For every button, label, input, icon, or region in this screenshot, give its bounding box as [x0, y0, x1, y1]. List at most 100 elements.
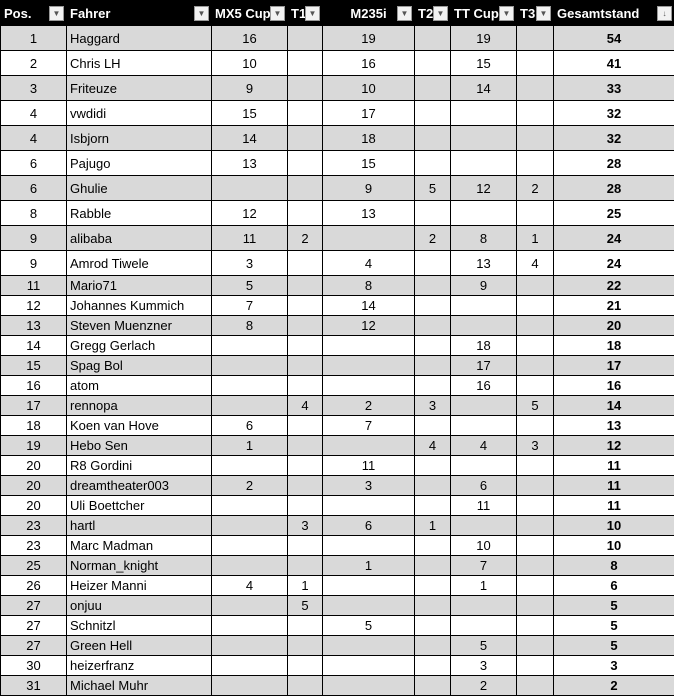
cell-m235i[interactable]: [322, 225, 415, 251]
cell-pos[interactable]: 18: [0, 415, 67, 436]
cell-pos[interactable]: 20: [0, 495, 67, 516]
cell-tt-cup[interactable]: 7: [450, 555, 517, 576]
cell-mx5-cup[interactable]: 4: [211, 575, 288, 596]
cell-t2[interactable]: [414, 315, 451, 336]
cell-t3[interactable]: [516, 655, 554, 676]
cell-m235i[interactable]: [322, 535, 415, 556]
cell-t3[interactable]: [516, 535, 554, 556]
cell-total[interactable]: 54: [553, 25, 674, 51]
cell-driver[interactable]: Heizer Manni: [66, 575, 212, 596]
filter-dropdown-icon[interactable]: ▼: [305, 6, 320, 21]
cell-tt-cup[interactable]: 2: [450, 675, 517, 696]
cell-t3[interactable]: [516, 555, 554, 576]
cell-tt-cup[interactable]: 3: [450, 655, 517, 676]
cell-m235i[interactable]: 9: [322, 175, 415, 201]
cell-tt-cup[interactable]: 16: [450, 375, 517, 396]
cell-t2[interactable]: [414, 495, 451, 516]
cell-mx5-cup[interactable]: 15: [211, 100, 288, 126]
cell-t2[interactable]: [414, 355, 451, 376]
cell-total[interactable]: 6: [553, 575, 674, 596]
cell-total[interactable]: 32: [553, 100, 674, 126]
cell-tt-cup[interactable]: [450, 515, 517, 536]
cell-t2[interactable]: [414, 675, 451, 696]
cell-t1[interactable]: [287, 295, 323, 316]
cell-driver[interactable]: Pajugo: [66, 150, 212, 176]
cell-total[interactable]: 28: [553, 175, 674, 201]
cell-t2[interactable]: [414, 655, 451, 676]
cell-total[interactable]: 10: [553, 515, 674, 536]
cell-t1[interactable]: 3: [287, 515, 323, 536]
cell-total[interactable]: 14: [553, 395, 674, 416]
cell-mx5-cup[interactable]: [211, 595, 288, 616]
cell-pos[interactable]: 15: [0, 355, 67, 376]
cell-mx5-cup[interactable]: 11: [211, 225, 288, 251]
cell-mx5-cup[interactable]: [211, 535, 288, 556]
cell-pos[interactable]: 6: [0, 150, 67, 176]
cell-driver[interactable]: Johannes Kummich: [66, 295, 212, 316]
cell-tt-cup[interactable]: 11: [450, 495, 517, 516]
cell-tt-cup[interactable]: 9: [450, 275, 517, 296]
cell-pos[interactable]: 4: [0, 125, 67, 151]
cell-tt-cup[interactable]: [450, 100, 517, 126]
cell-t1[interactable]: [287, 175, 323, 201]
cell-driver[interactable]: dreamtheater003: [66, 475, 212, 496]
cell-pos[interactable]: 1: [0, 25, 67, 51]
cell-t3[interactable]: [516, 75, 554, 101]
cell-mx5-cup[interactable]: 2: [211, 475, 288, 496]
cell-t1[interactable]: [287, 200, 323, 226]
cell-total[interactable]: 11: [553, 475, 674, 496]
cell-mx5-cup[interactable]: 10: [211, 50, 288, 76]
cell-t1[interactable]: 5: [287, 595, 323, 616]
cell-tt-cup[interactable]: 5: [450, 635, 517, 656]
cell-m235i[interactable]: 10: [322, 75, 415, 101]
cell-mx5-cup[interactable]: [211, 615, 288, 636]
cell-pos[interactable]: 26: [0, 575, 67, 596]
cell-mx5-cup[interactable]: 7: [211, 295, 288, 316]
cell-t3[interactable]: [516, 295, 554, 316]
cell-m235i[interactable]: [322, 635, 415, 656]
cell-driver[interactable]: Steven Muenzner: [66, 315, 212, 336]
cell-total[interactable]: 33: [553, 75, 674, 101]
cell-mx5-cup[interactable]: [211, 175, 288, 201]
cell-m235i[interactable]: 5: [322, 615, 415, 636]
cell-tt-cup[interactable]: 1: [450, 575, 517, 596]
cell-pos[interactable]: 25: [0, 555, 67, 576]
cell-t1[interactable]: [287, 50, 323, 76]
cell-mx5-cup[interactable]: 8: [211, 315, 288, 336]
cell-tt-cup[interactable]: 17: [450, 355, 517, 376]
cell-t2[interactable]: [414, 595, 451, 616]
cell-driver[interactable]: R8 Gordini: [66, 455, 212, 476]
cell-driver[interactable]: atom: [66, 375, 212, 396]
cell-mx5-cup[interactable]: [211, 395, 288, 416]
cell-m235i[interactable]: 6: [322, 515, 415, 536]
cell-mx5-cup[interactable]: 9: [211, 75, 288, 101]
cell-mx5-cup[interactable]: [211, 675, 288, 696]
cell-pos[interactable]: 23: [0, 515, 67, 536]
cell-tt-cup[interactable]: 14: [450, 75, 517, 101]
cell-t1[interactable]: [287, 25, 323, 51]
cell-driver[interactable]: hartl: [66, 515, 212, 536]
cell-t1[interactable]: [287, 315, 323, 336]
cell-t3[interactable]: [516, 515, 554, 536]
cell-pos[interactable]: 30: [0, 655, 67, 676]
cell-driver[interactable]: Haggard: [66, 25, 212, 51]
cell-m235i[interactable]: [322, 435, 415, 456]
cell-t3[interactable]: [516, 25, 554, 51]
cell-pos[interactable]: 27: [0, 615, 67, 636]
cell-t1[interactable]: [287, 355, 323, 376]
cell-mx5-cup[interactable]: 5: [211, 275, 288, 296]
cell-total[interactable]: 28: [553, 150, 674, 176]
cell-driver[interactable]: Hebo Sen: [66, 435, 212, 456]
cell-t1[interactable]: [287, 435, 323, 456]
cell-driver[interactable]: Koen van Hove: [66, 415, 212, 436]
filter-dropdown-icon[interactable]: ▼: [499, 6, 514, 21]
cell-tt-cup[interactable]: 18: [450, 335, 517, 356]
cell-pos[interactable]: 8: [0, 200, 67, 226]
filter-dropdown-icon[interactable]: ▼: [433, 6, 448, 21]
cell-total[interactable]: 25: [553, 200, 674, 226]
cell-total[interactable]: 12: [553, 435, 674, 456]
cell-t2[interactable]: 4: [414, 435, 451, 456]
cell-total[interactable]: 21: [553, 295, 674, 316]
cell-mx5-cup[interactable]: [211, 635, 288, 656]
cell-driver[interactable]: Green Hell: [66, 635, 212, 656]
